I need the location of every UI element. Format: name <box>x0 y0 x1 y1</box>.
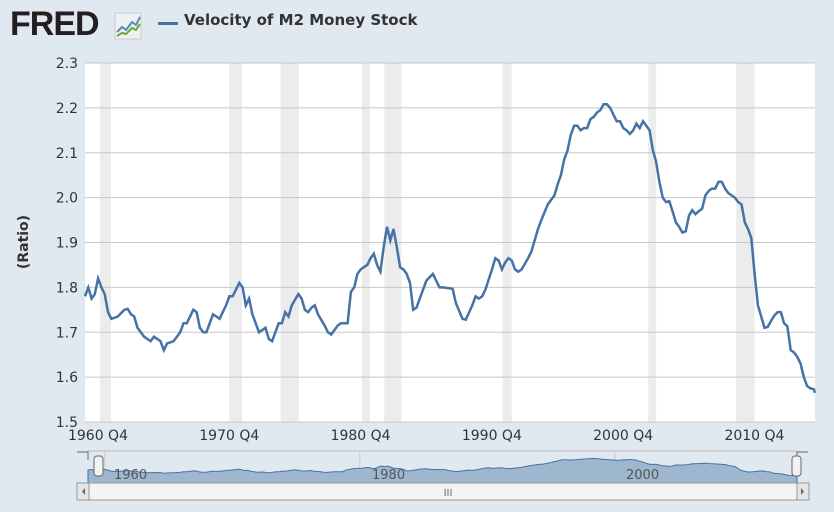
arrow-right-icon <box>801 488 804 495</box>
legend-label: Velocity of M2 Money Stock <box>184 11 418 29</box>
x-tick-label: 1970 Q4 <box>199 428 259 444</box>
legend-swatch <box>158 21 178 25</box>
y-tick-label: 1.8 <box>56 280 78 296</box>
navigator[interactable]: 1960 1980 2000 <box>77 450 808 484</box>
x-tick-label: 1990 Q4 <box>462 428 522 444</box>
y-tick-label: 1.5 <box>56 415 78 431</box>
fred-logo[interactable]: FRED <box>10 5 100 43</box>
y-tick-label: 1.7 <box>56 325 78 341</box>
y-tick-labels: 1.5 1.6 1.7 1.8 1.9 2.0 2.1 2.2 2.3 <box>56 56 78 431</box>
y-tick-label: 1.9 <box>56 236 78 252</box>
x-tick-label: 2000 Q4 <box>593 428 653 444</box>
y-tick-label: 1.6 <box>56 370 78 386</box>
y-tick-label: 2.2 <box>56 101 78 117</box>
x-tick-label: 2010 Q4 <box>724 428 784 444</box>
y-tick-label: 2.1 <box>56 146 78 162</box>
navigator-label-1960: 1960 <box>114 468 147 483</box>
x-tick-labels: 1960 Q4 1970 Q4 1980 Q4 1990 Q4 2000 Q4 2010 … <box>68 428 785 444</box>
x-tick-label: 1980 Q4 <box>331 428 391 444</box>
arrow-left-icon <box>82 488 85 495</box>
series-line <box>83 103 817 394</box>
legend[interactable]: Velocity of M2 Money Stock <box>158 11 417 29</box>
y-tick-label: 2.0 <box>56 191 78 207</box>
scrollbar[interactable]: III <box>76 482 810 501</box>
scroll-grip: III <box>444 488 453 499</box>
navigator-right-handle[interactable] <box>791 455 802 477</box>
navigator-left-handle[interactable] <box>93 455 104 477</box>
y-axis-label: (Ratio) <box>16 215 32 269</box>
y-tick-label: 2.3 <box>56 56 78 72</box>
navigator-label-1980: 1980 <box>372 468 405 483</box>
chart-logo-icon <box>114 12 142 40</box>
x-tick-label: 1960 Q4 <box>68 428 128 444</box>
navigator-area <box>87 458 798 484</box>
navigator-label-2000: 2000 <box>626 468 659 483</box>
